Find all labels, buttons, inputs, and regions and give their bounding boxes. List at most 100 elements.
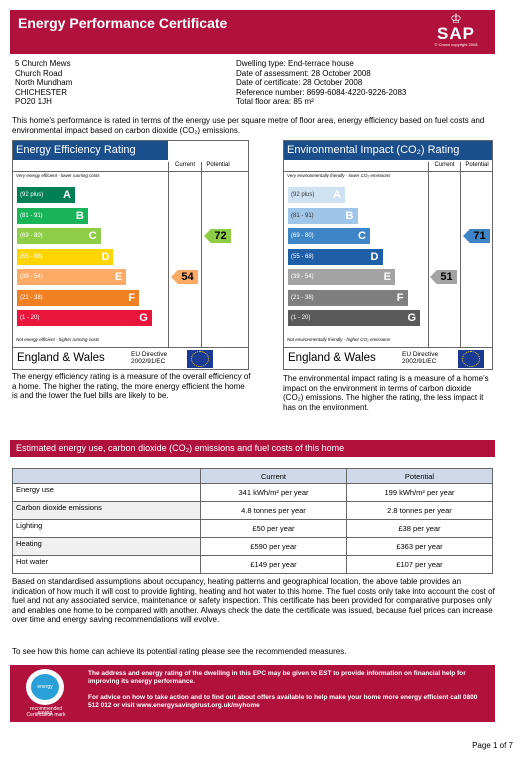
current-rating-arrow: 51 <box>430 270 457 284</box>
band-letter: D <box>101 250 110 263</box>
row-label: Lighting <box>12 519 201 538</box>
rating-band-b: (81 - 91) B <box>17 207 88 224</box>
band-range: (39 - 54) <box>20 274 43 280</box>
band-letter: A <box>333 189 341 201</box>
potential-value: 199 kWh/m² per year <box>346 483 493 502</box>
table-row: Lighting £50 per year £38 per year <box>12 519 493 538</box>
column-divider <box>428 162 429 347</box>
advice-text: For advice on how to take action and to … <box>88 694 478 709</box>
header-rule <box>284 171 492 172</box>
potential-note: To see how this home can achieve its pot… <box>12 647 347 656</box>
dwelling-details: Dwelling type: End-terrace house Date of… <box>236 59 406 107</box>
rating-band-a: (92 plus) A <box>288 187 345 203</box>
band-range: (69 - 80) <box>20 233 43 239</box>
column-divider <box>460 162 461 347</box>
rating-band-e: (39 - 54) E <box>288 269 395 285</box>
table-row: Carbon dioxide emissions 4.8 tonnes per … <box>12 501 493 520</box>
band-letter: G <box>407 312 416 324</box>
table-row: Hot water £149 per year £107 per year <box>12 555 493 574</box>
energy-saving-icon: energy saving <box>31 674 59 716</box>
top-note: Very environmentally friendly - lower CO… <box>287 173 391 178</box>
eu-flag-icon <box>458 350 484 368</box>
costs-table: Current Potential Energy use 341 kWh/m² … <box>12 468 493 574</box>
band-letter: D <box>370 250 379 263</box>
certificate-header: Energy Performance Certificate ♔ SAP © C… <box>10 10 495 54</box>
region-label: England & Wales <box>288 352 376 364</box>
environmental-impact-panel: Environmental Impact (CO₂) Rating Curren… <box>283 140 493 370</box>
potential-column-header: Potential <box>465 162 489 168</box>
row-label: Energy use <box>12 483 201 502</box>
sap-logo: ♔ SAP © Crown copyright 2008 <box>425 12 487 52</box>
address-line: North Mundham <box>15 78 73 88</box>
estimate-section-title: Estimated energy use, carbon dioxide (CO… <box>10 440 495 457</box>
rating-band-g: (1 - 20) G <box>288 310 420 326</box>
address-line: PO20 1JH <box>15 97 52 107</box>
rating-band-d: (55 - 68) D <box>288 248 383 265</box>
reference-number: Reference number: 8699-6084-4220-9226-20… <box>236 87 407 97</box>
crown-copyright: © Crown copyright 2008 <box>434 42 478 47</box>
page-title: Energy Performance Certificate <box>18 15 228 31</box>
band-range: (39 - 54) <box>291 274 314 280</box>
current-value: £50 per year <box>200 519 347 538</box>
band-letter: F <box>396 291 404 304</box>
column-divider <box>201 162 202 347</box>
panel-footer: England & Wales EU Directive 2002/91/EC <box>284 347 492 369</box>
current-value: 4.8 tonnes per year <box>200 501 347 520</box>
rating-band-c: (69 - 80) C <box>288 228 370 244</box>
rating-band-g: (1 - 20) G <box>17 310 152 326</box>
property-address: 5 Church Mews Church Road North Mundham … <box>15 59 72 107</box>
band-range: (1 - 20) <box>291 315 311 321</box>
potential-rating-arrow: 71 <box>463 229 490 243</box>
energy-saving-banner: energy saving recommended Certification … <box>10 665 495 722</box>
column-divider <box>168 162 169 347</box>
band-range: (21 - 38) <box>20 294 43 301</box>
band-letter: G <box>139 312 148 324</box>
region-label: England & Wales <box>17 352 105 364</box>
band-range: (92 plus) <box>291 192 315 198</box>
intro-text: This home's performance is rated in term… <box>12 116 485 135</box>
energy-rating-description: The energy efficiency rating is a measur… <box>12 372 251 401</box>
potential-value: 2.8 tonnes per year <box>346 501 493 520</box>
env-panel-title: Environmental Impact (CO₂) Rating <box>284 141 492 160</box>
eu-directive: EU Directive 2002/91/EC <box>131 351 168 365</box>
band-range: (21 - 38) <box>291 294 314 301</box>
current-rating-arrow: 54 <box>171 270 198 284</box>
band-letter: F <box>128 291 135 304</box>
dwelling-type: Dwelling type: End-terrace house <box>236 59 354 68</box>
address-line: Church Road <box>15 68 63 78</box>
est-information-text: The address and energy rating of the dwe… <box>88 670 466 685</box>
rating-band-c: (69 - 80) C <box>17 228 101 244</box>
potential-value: £363 per year <box>346 537 493 556</box>
rating-band-e: (39 - 54) E <box>17 269 127 285</box>
bottom-note: Not energy efficient - higher running co… <box>16 337 100 342</box>
band-letter: C <box>88 230 97 242</box>
band-range: (92 plus) <box>20 192 44 198</box>
band-range: (55 - 68) <box>20 253 43 260</box>
band-range: (55 - 68) <box>291 253 314 260</box>
energy-panel-title: Energy Efficiency Rating <box>13 141 168 160</box>
band-range: (69 - 80) <box>291 233 314 239</box>
current-column-header: Current <box>174 162 195 168</box>
crown-icon: ♔ <box>450 11 462 26</box>
address-line: CHICHESTER <box>15 87 68 97</box>
current-value: £149 per year <box>200 555 347 574</box>
band-letter: A <box>63 189 71 201</box>
current-value: 341 kWh/m² per year <box>200 483 347 502</box>
floor-area: Total floor area: 85 m² <box>236 97 314 107</box>
rating-band-d: (55 - 68) D <box>17 248 114 265</box>
row-label: Carbon dioxide emissions <box>12 501 201 520</box>
eu-flag-icon <box>187 350 213 368</box>
rating-band-f: (21 - 38) F <box>288 289 408 306</box>
header-rule <box>13 171 248 172</box>
certification-mark-caption: recommended Certification mark <box>26 706 66 718</box>
row-label: Hot water <box>12 555 201 574</box>
page-number: Page 1 of 7 <box>472 741 513 750</box>
panel-footer: England & Wales EU Directive 2002/91/EC <box>13 347 248 369</box>
certificate-date: Date of certificate: 28 October 2008 <box>236 78 363 88</box>
top-note: Very energy efficient - lower running co… <box>16 173 100 178</box>
energy-efficiency-panel: Energy Efficiency Rating Current Potenti… <box>12 140 249 370</box>
potential-value: £38 per year <box>346 519 493 538</box>
env-rating-description: The environmental impact rating is a mea… <box>283 374 489 412</box>
potential-column-header: Potential <box>206 162 230 168</box>
band-letter: E <box>114 271 123 283</box>
